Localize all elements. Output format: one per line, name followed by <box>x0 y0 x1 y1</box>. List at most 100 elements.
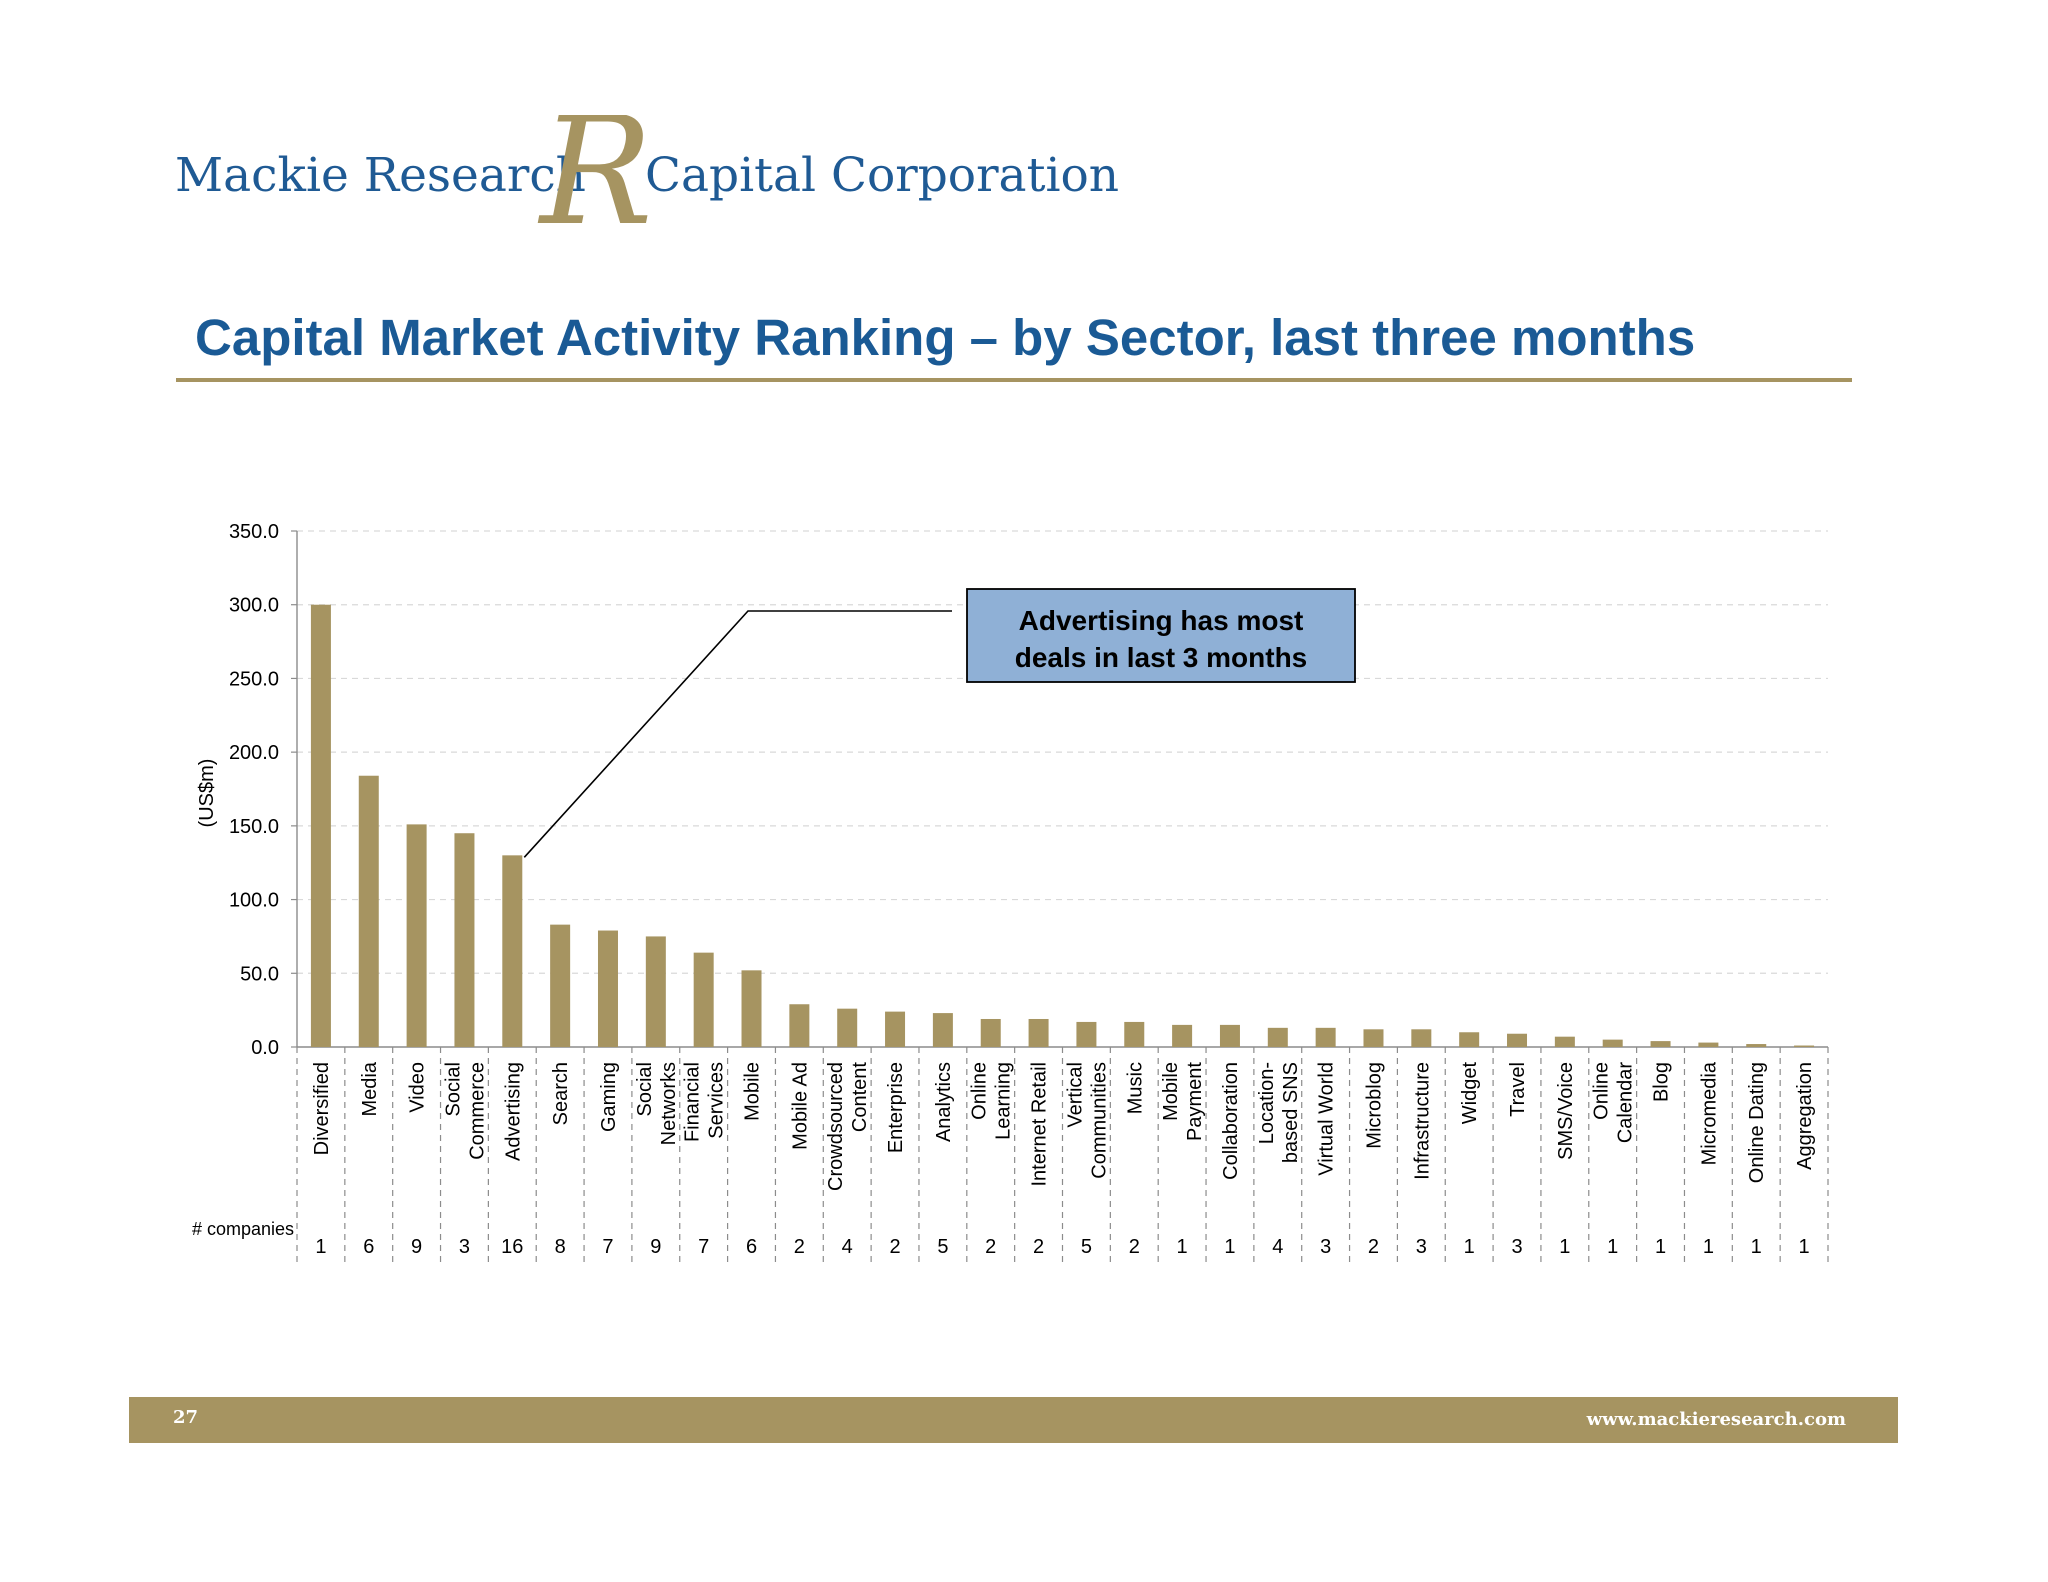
y-tick-label: 0.0 <box>251 1037 279 1059</box>
company-count: 1 <box>1177 1236 1188 1258</box>
company-count: 8 <box>555 1236 566 1258</box>
x-tick-label: Gaming <box>598 1062 620 1132</box>
bar-18 <box>1172 1024 1193 1047</box>
x-tick-label: Aggregation <box>1794 1062 1816 1170</box>
bar-23 <box>1411 1029 1432 1047</box>
bar-6 <box>597 930 618 1047</box>
bar-0 <box>310 604 331 1047</box>
x-tick-label: Online <box>969 1062 991 1120</box>
company-count: 2 <box>1129 1236 1140 1258</box>
x-tick-label: Media <box>359 1061 381 1116</box>
x-tick-label: Mobile <box>742 1062 764 1121</box>
bar-27 <box>1602 1039 1623 1047</box>
company-count: 7 <box>602 1236 613 1258</box>
bar-8 <box>693 952 714 1047</box>
y-axis-label: (US$m) <box>196 759 218 828</box>
x-tick-label: Financial <box>682 1062 704 1142</box>
bar-31 <box>1794 1045 1815 1047</box>
bar-22 <box>1363 1029 1384 1047</box>
company-count: 6 <box>363 1236 374 1258</box>
company-count: 3 <box>459 1236 470 1258</box>
footer-url[interactable]: www.mackieresearch.com <box>1586 1409 1846 1430</box>
company-count: 9 <box>411 1236 422 1258</box>
company-count: 1 <box>1559 1236 1570 1258</box>
callout-box <box>966 588 1356 683</box>
bar-layer <box>310 604 1815 1047</box>
bar-20 <box>1267 1027 1288 1047</box>
bar-25 <box>1507 1033 1528 1047</box>
x-tick-label: Content <box>849 1062 871 1132</box>
company-count: 3 <box>1511 1236 1522 1258</box>
x-tick-label: Networks <box>658 1062 680 1145</box>
company-count: 2 <box>1368 1236 1379 1258</box>
company-count: 5 <box>937 1236 948 1258</box>
x-tick-label: Advertising <box>502 1062 524 1161</box>
callout-text-line1: Advertising has most <box>1019 605 1304 636</box>
x-tick-label: Video <box>407 1062 429 1113</box>
bar-7 <box>645 936 666 1047</box>
y-tick-label: 200.0 <box>229 742 279 764</box>
label-layer: 0.0 50.0 100.0 150.0 200.0 250.0 300.0 350.0 Div… <box>229 521 1816 1258</box>
company-count: 6 <box>746 1236 757 1258</box>
company-count: 1 <box>1703 1236 1714 1258</box>
page-title: Capital Market Activity Ranking – by Sec… <box>195 309 1696 366</box>
company-count: 2 <box>985 1236 996 1258</box>
bar-15 <box>1028 1018 1049 1047</box>
x-tick-label: Payment <box>1184 1062 1206 1141</box>
y-tick-label: 100.0 <box>229 890 279 912</box>
x-tick-label: Online Dating <box>1746 1062 1768 1183</box>
company-count: 1 <box>1751 1236 1762 1258</box>
bar-21 <box>1315 1027 1336 1047</box>
bar-12 <box>885 1011 906 1047</box>
x-tick-label: Widget <box>1459 1062 1481 1125</box>
x-tick-label: Microblog <box>1363 1062 1385 1149</box>
company-count: 2 <box>889 1236 900 1258</box>
x-tick-label: Social <box>442 1062 464 1116</box>
x-tick-label: Search <box>550 1062 572 1125</box>
callout-text-line2: deals in last 3 months <box>1015 642 1308 673</box>
page-number: 27 <box>173 1407 199 1428</box>
bar-11 <box>837 1008 858 1047</box>
company-count: 2 <box>794 1236 805 1258</box>
bar-28 <box>1650 1041 1671 1047</box>
x-tick-label: Mobile Ad <box>789 1062 811 1150</box>
bar-9 <box>741 970 762 1047</box>
x-tick-label: Learning <box>993 1062 1015 1140</box>
bar-24 <box>1459 1032 1480 1047</box>
x-tick-label: Blog <box>1651 1062 1673 1102</box>
x-tick-label: Analytics <box>933 1062 955 1142</box>
y-tick-label: 50.0 <box>240 963 279 985</box>
callout-leader-line <box>523 610 952 858</box>
company-count: 7 <box>698 1236 709 1258</box>
companies-label: # companies <box>192 1219 294 1239</box>
y-tick-label: 150.0 <box>229 816 279 838</box>
bar-16 <box>1076 1021 1097 1047</box>
x-tick-label: Infrastructure <box>1411 1062 1433 1180</box>
company-count: 1 <box>1607 1236 1618 1258</box>
bar-29 <box>1698 1042 1719 1047</box>
bar-10 <box>789 1004 810 1047</box>
bar-26 <box>1554 1036 1575 1047</box>
x-tick-label: Calendar <box>1615 1062 1637 1144</box>
brand-right-text: Capital Corporation <box>645 148 1120 203</box>
bar-2 <box>406 824 427 1047</box>
x-tick-label: Services <box>706 1062 728 1139</box>
bar-1 <box>358 775 379 1047</box>
x-tick-label: Vertical <box>1064 1062 1086 1128</box>
x-tick-label: Location- <box>1256 1062 1278 1144</box>
y-tick-label: 350.0 <box>229 521 279 543</box>
brand-left-text: Mackie Research <box>175 148 586 203</box>
x-tick-label: Enterprise <box>885 1062 907 1153</box>
bar-3 <box>454 833 475 1047</box>
company-count: 5 <box>1081 1236 1092 1258</box>
company-count: 1 <box>1464 1236 1475 1258</box>
x-tick-label: Commerce <box>466 1062 488 1160</box>
bar-30 <box>1746 1044 1767 1047</box>
bar-5 <box>550 924 571 1047</box>
bar-17 <box>1124 1021 1145 1047</box>
x-tick-label: Virtual World <box>1316 1062 1338 1176</box>
company-count: 16 <box>501 1236 523 1258</box>
company-count: 1 <box>315 1236 326 1258</box>
x-tick-label: Online <box>1591 1062 1613 1120</box>
company-count: 9 <box>650 1236 661 1258</box>
